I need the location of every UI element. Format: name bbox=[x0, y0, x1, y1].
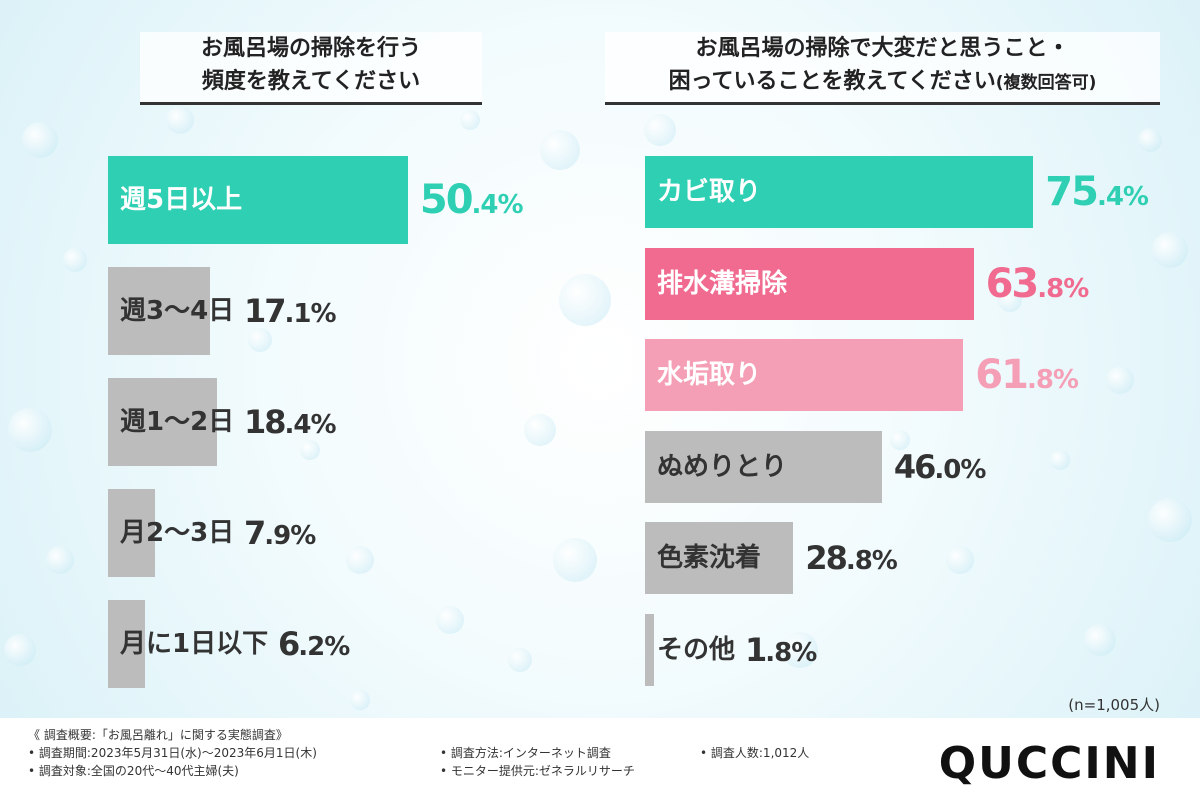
bar-value-label: 1.8% bbox=[745, 630, 817, 669]
right-title-line2-main: 困っていることを教えてください bbox=[668, 69, 996, 94]
bubble bbox=[559, 274, 611, 326]
bubble bbox=[1152, 232, 1188, 268]
bubble bbox=[782, 632, 818, 668]
bar-category-label: ぬめりとり bbox=[657, 451, 788, 482]
bar-category-label: 色素沈着 bbox=[657, 543, 762, 573]
bar-category-label: 月2〜3日 bbox=[120, 518, 235, 548]
bar-value-label: 46.0% bbox=[893, 447, 987, 486]
bubble-decoration bbox=[4, 106, 1192, 710]
survey-footer: 《 調査概要:「お風呂離れ」に関する実態調査》 • 調査期間:2023年5月31… bbox=[0, 718, 1200, 800]
bar-difficulty-2 bbox=[645, 339, 964, 411]
bubble bbox=[508, 648, 532, 672]
bubble bbox=[1148, 498, 1192, 542]
bubble bbox=[166, 106, 194, 134]
bubble bbox=[540, 130, 580, 170]
bubble bbox=[22, 122, 58, 158]
bubble bbox=[346, 546, 374, 574]
chart-area: 週5日以上 50.4% 週3〜4日 17.1% 週1〜2日 18.4% 月2〜3日 7.9% 月… bbox=[108, 156, 1149, 688]
left-title-line1: お風呂場の掃除を行う bbox=[200, 36, 421, 61]
bar-difficulty-3 bbox=[645, 430, 882, 503]
bubble bbox=[890, 430, 910, 450]
right-title-underline bbox=[605, 102, 1160, 105]
bubble bbox=[46, 546, 74, 574]
bar-frequency-3 bbox=[108, 489, 155, 577]
bar-frequency-2 bbox=[108, 378, 218, 466]
bubble bbox=[350, 690, 370, 710]
right-title-line2: 困っていることを教えてください(複数回答可) bbox=[605, 65, 1160, 100]
bar-value-label: 28.8% bbox=[805, 539, 898, 577]
bar-value-label: 50.4% bbox=[419, 177, 524, 223]
bubble bbox=[553, 538, 597, 582]
bubble bbox=[1050, 450, 1070, 470]
bubble bbox=[4, 634, 36, 666]
quccini-logo: QUCCINI bbox=[938, 738, 1160, 789]
bubble bbox=[300, 440, 320, 460]
bubble bbox=[644, 114, 676, 146]
bar-category-label: 排水溝掃除 bbox=[657, 268, 788, 299]
bubble bbox=[436, 606, 464, 634]
survey-period: • 調査期間:2023年5月31日(水)〜2023年6月1日(木) bbox=[28, 746, 317, 760]
survey-target: • 調査対象:全国の20代〜40代主婦(夫) bbox=[28, 764, 239, 778]
bar-frequency-1 bbox=[108, 267, 210, 355]
survey-summary: 《 調査概要:「お風呂離れ」に関する実態調査》 bbox=[28, 728, 288, 742]
bubble bbox=[1138, 128, 1162, 152]
bubble bbox=[1106, 366, 1134, 394]
bar-value-label: 63.8% bbox=[985, 260, 1090, 307]
survey-method: • 調査方法:インターネット調査 bbox=[440, 746, 611, 760]
bubble bbox=[998, 288, 1022, 312]
bubble bbox=[248, 328, 272, 352]
bar-difficulty-1 bbox=[645, 247, 974, 320]
bubble bbox=[460, 110, 480, 130]
right-chart-title: お風呂場の掃除で大変だと思うこと・ 困っていることを教えてください(複数回答可) bbox=[605, 32, 1160, 102]
bar-difficulty-5 bbox=[645, 613, 655, 686]
bar-frequency-4 bbox=[108, 600, 145, 688]
bubble bbox=[524, 414, 556, 446]
bar-category-label: 週1〜2日 bbox=[120, 407, 235, 437]
sample-size-note: (n=1,005人) bbox=[1068, 696, 1160, 714]
bar-value-label: 17.1% bbox=[244, 292, 337, 330]
bar-category-label: 水垢取り bbox=[657, 360, 762, 390]
bar-category-label: その他 bbox=[657, 634, 736, 665]
bar-value-label: 18.4% bbox=[244, 403, 337, 441]
right-title-suffix: (複数回答可) bbox=[995, 73, 1097, 93]
bar-difficulty-4 bbox=[645, 522, 794, 594]
bubble bbox=[946, 546, 974, 574]
bubble bbox=[8, 408, 52, 452]
bar-value-label: 7.9% bbox=[244, 514, 316, 552]
bar-value-label: 75.4% bbox=[1045, 169, 1149, 215]
bar-value-label: 61.8% bbox=[975, 352, 1079, 398]
left-title-underline bbox=[140, 102, 482, 105]
bar-difficulty-0 bbox=[645, 156, 1034, 228]
bar-frequency-0 bbox=[108, 156, 408, 244]
bubble bbox=[63, 248, 87, 272]
bubble bbox=[1084, 624, 1116, 656]
left-chart-title: お風呂場の掃除を行う 頻度を教えてください bbox=[140, 32, 482, 102]
survey-count: • 調査人数:1,012人 bbox=[700, 746, 810, 760]
bar-category-label: 月に1日以下 bbox=[120, 629, 269, 659]
bar-value-label: 6.2% bbox=[278, 625, 350, 663]
right-title-line1: お風呂場の掃除で大変だと思うこと・ bbox=[695, 36, 1070, 61]
bar-category-label: 週3〜4日 bbox=[120, 296, 235, 326]
left-title-line2: 頻度を教えてください bbox=[201, 69, 421, 94]
bar-category-label: カビ取り bbox=[657, 177, 762, 207]
bar-category-label: 週5日以上 bbox=[120, 185, 243, 215]
monitor-provider: • モニター提供元:ゼネラルリサーチ bbox=[440, 764, 635, 778]
